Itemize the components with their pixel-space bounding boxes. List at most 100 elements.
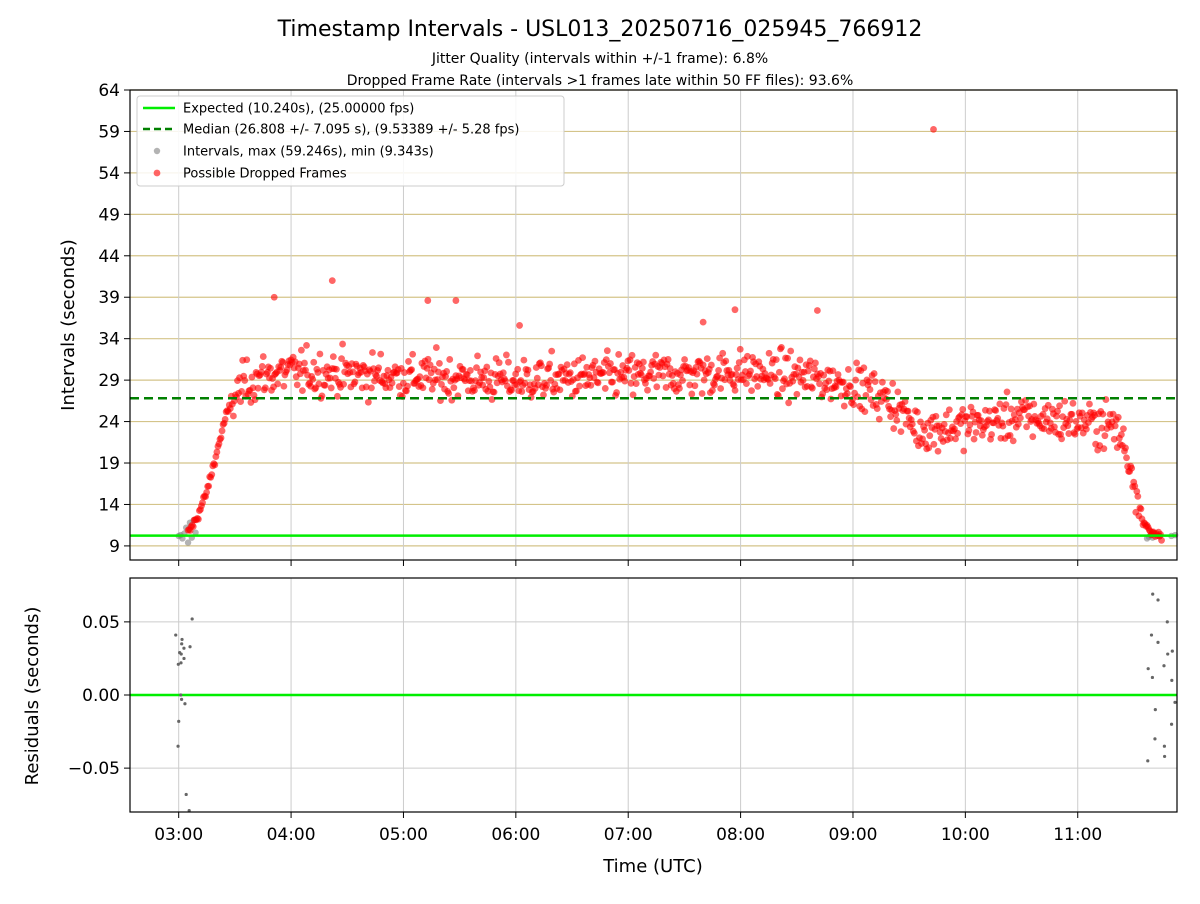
dropped-frame-point <box>349 368 357 376</box>
residual-point <box>1156 598 1160 602</box>
dropped-frame-point <box>988 431 995 438</box>
residual-point <box>1166 652 1170 656</box>
dropped-frame-point <box>676 384 683 392</box>
dropped-frame-point <box>861 408 869 416</box>
dropped-frame-point <box>259 353 267 360</box>
dropped-frame-point <box>502 351 510 359</box>
dropped-frame-point <box>638 364 646 372</box>
residual-point <box>1156 640 1160 644</box>
dropped-frame-point <box>1114 413 1122 421</box>
dropped-frame-point <box>890 425 898 432</box>
dropped-frame-point <box>823 386 831 394</box>
residual-point <box>179 693 183 697</box>
dropped-frame-point <box>400 369 408 376</box>
dropped-frame-point <box>1120 425 1127 433</box>
dropped-frame-point <box>404 382 411 390</box>
top-y-tick-label: 64 <box>98 81 120 101</box>
dropped-frame-point <box>743 380 750 388</box>
dropped-frame-point <box>653 383 661 391</box>
dropped-frame-point <box>241 377 249 384</box>
dropped-frame-point <box>237 398 244 406</box>
dropped-frame-point <box>840 402 848 410</box>
dropped-frame-point <box>789 377 797 385</box>
dropped-frame-point <box>1101 432 1109 440</box>
dropped-frame-point <box>208 471 216 479</box>
dropped-frame-point <box>548 347 556 355</box>
dropped-frame-point <box>1093 428 1101 435</box>
dropped-frame-point <box>1017 414 1024 422</box>
dropped-frame-point <box>771 375 779 383</box>
residual-point <box>184 792 188 797</box>
top-y-tick-label: 54 <box>98 164 120 184</box>
dropped-frame-point <box>970 435 978 443</box>
residual-point <box>1173 700 1177 704</box>
residual-point <box>1162 664 1166 668</box>
x-tick-label: 09:00 <box>828 825 877 845</box>
residual-point <box>187 808 191 813</box>
dropped-frame-point <box>873 405 881 412</box>
residual-point <box>1162 744 1167 748</box>
top-y-tick-label: 49 <box>98 205 120 225</box>
top-plot-frame <box>129 89 1178 561</box>
dropped-frame-point <box>1122 444 1129 452</box>
dropped-frame-point <box>205 482 213 490</box>
x-tick-label: 07:00 <box>604 825 653 845</box>
dropped-frame-point <box>736 345 744 353</box>
legend-entry: Intervals, max (59.246s), min (9.343s) <box>183 145 434 160</box>
residual-point <box>176 744 180 748</box>
dropped-frame-point <box>229 412 237 420</box>
dropped-frame-point <box>334 392 341 400</box>
dropped-frame-point <box>309 375 317 383</box>
dropped-frame-point <box>735 359 743 366</box>
dropped-frame-point <box>930 440 938 448</box>
dropped-frame-point <box>599 369 607 376</box>
dropped-frame-point <box>965 427 973 434</box>
dropped-frame-point <box>505 358 512 366</box>
dropped-frame-point <box>243 356 251 364</box>
dropped-frame-point <box>501 377 509 385</box>
dropped-frame-point <box>810 365 818 373</box>
dropped-frame-point <box>834 371 842 378</box>
dropped-frame-point <box>270 293 278 301</box>
dropped-frame-point <box>832 383 840 391</box>
dropped-frame-point <box>364 398 372 406</box>
chart-subtitle-jitter: Jitter Quality (intervals within +/-1 fr… <box>431 51 768 67</box>
dropped-frame-point <box>917 418 924 426</box>
dropped-frame-point <box>692 363 700 371</box>
dropped-frame-point <box>1128 464 1136 472</box>
dropped-frame-point <box>452 297 460 304</box>
dropped-frame-point <box>563 361 571 369</box>
dropped-frame-point <box>808 384 816 392</box>
dropped-frame-point <box>321 381 329 389</box>
dropped-frame-point <box>613 389 621 396</box>
dropped-frame-point <box>293 381 301 389</box>
dropped-frame-point <box>295 360 303 368</box>
dropped-frame-point <box>986 407 993 415</box>
dropped-frame-point <box>1086 400 1093 408</box>
dropped-frame-point <box>904 407 912 415</box>
dropped-frame-point <box>893 417 901 424</box>
legend-entry: Median (26.808 +/- 7.095 s), (9.53389 +/… <box>183 123 519 138</box>
dropped-frame-point <box>514 365 522 373</box>
dropped-frame-point <box>1061 397 1069 405</box>
x-tick-label: 05:00 <box>379 825 428 845</box>
legend-intervals-swatch <box>153 147 161 155</box>
dropped-frame-point <box>659 372 667 380</box>
dropped-frame-point <box>850 401 857 408</box>
dropped-frame-point <box>926 432 934 440</box>
dropped-frame-point <box>1072 417 1080 425</box>
dropped-frame-point <box>426 361 434 369</box>
dropped-frame-point <box>327 384 335 392</box>
dropped-frame-point <box>607 360 614 367</box>
dropped-frame-point <box>546 360 554 368</box>
dropped-frame-point <box>297 346 305 354</box>
dropped-frame-point <box>1039 410 1047 418</box>
residual-point <box>182 656 186 661</box>
dropped-frame-point <box>666 365 674 372</box>
dropped-frame-point <box>238 387 246 395</box>
dropped-frame-point <box>978 431 986 439</box>
dropped-frame-point <box>959 406 967 413</box>
dropped-frame-point <box>338 355 345 363</box>
dropped-frame-point <box>445 389 453 397</box>
dropped-frame-point <box>419 384 427 392</box>
